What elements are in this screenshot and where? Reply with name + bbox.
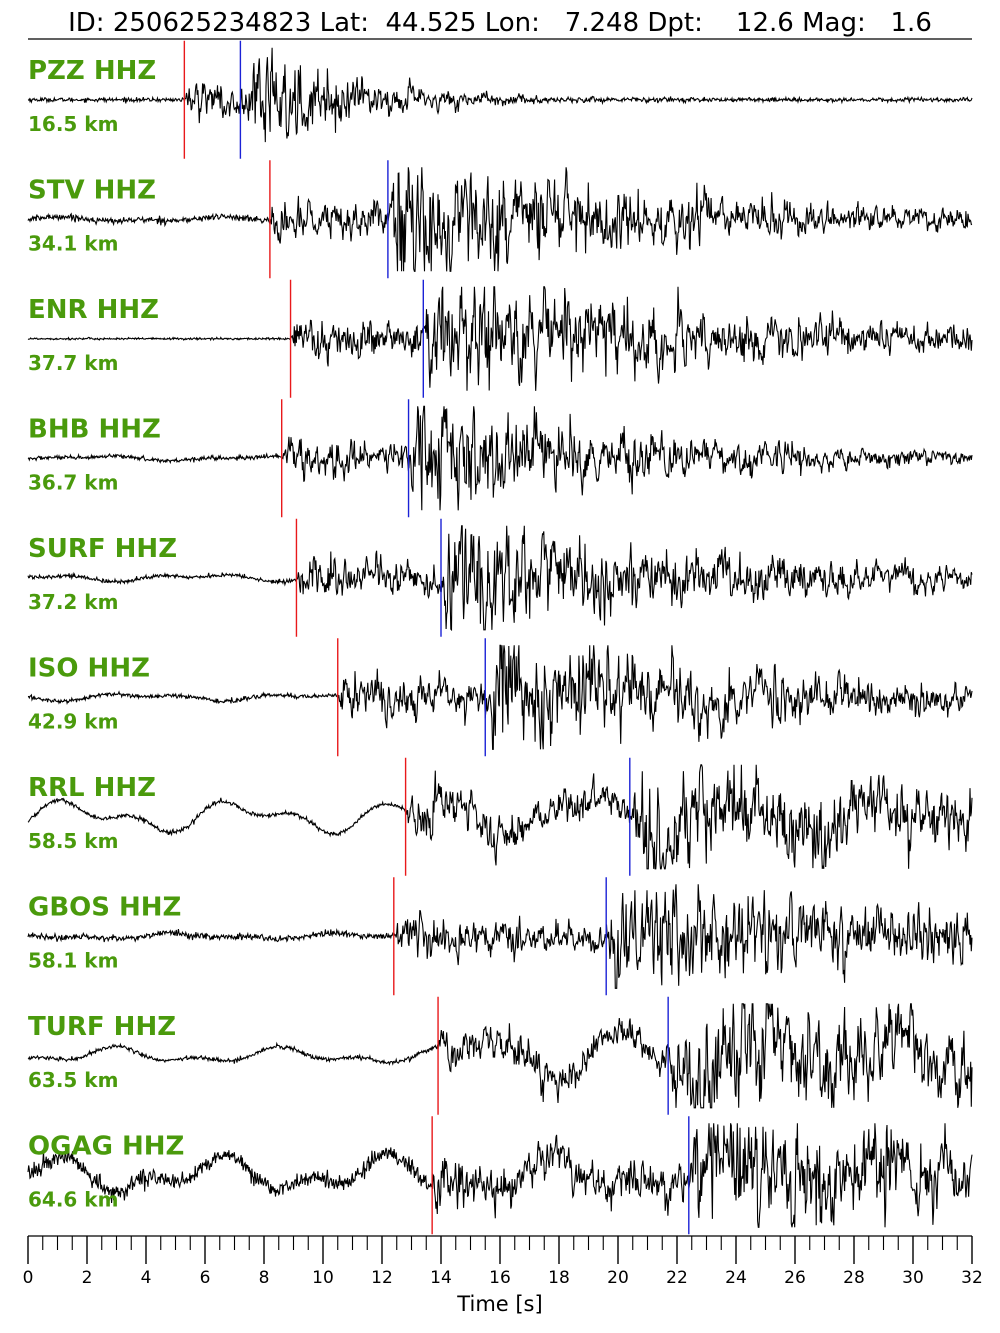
x-axis-label: Time [s] bbox=[456, 1292, 542, 1316]
station-label: PZZ HHZ bbox=[28, 56, 156, 86]
trace-gbos: GBOS HHZ 58.1 km bbox=[27, 877, 973, 996]
distance-label: 16.5 km bbox=[28, 112, 118, 136]
x-tick-label: 32 bbox=[961, 1268, 983, 1288]
x-tick-label: 16 bbox=[489, 1268, 511, 1288]
waveform-iso bbox=[27, 644, 973, 750]
waveform-stv bbox=[27, 167, 973, 272]
x-tick-label: 30 bbox=[902, 1268, 924, 1288]
waveform-pzz bbox=[27, 47, 973, 143]
trace-iso: ISO HHZ 42.9 km bbox=[27, 638, 973, 757]
waveform-rrl bbox=[27, 764, 973, 870]
station-label: ISO HHZ bbox=[28, 653, 150, 683]
station-label: SURF HHZ bbox=[28, 534, 177, 564]
station-label: GBOS HHZ bbox=[28, 892, 181, 922]
waveform-turf bbox=[27, 1003, 973, 1109]
x-tick-label: 8 bbox=[259, 1268, 270, 1288]
station-label: ENR HHZ bbox=[28, 295, 159, 325]
trace-enr: ENR HHZ 37.7 km bbox=[27, 279, 973, 398]
waveform-surf bbox=[27, 525, 973, 632]
trace-stv: STV HHZ 34.1 km bbox=[27, 160, 973, 279]
x-tick-label: 24 bbox=[725, 1268, 747, 1288]
distance-label: 64.6 km bbox=[28, 1187, 118, 1211]
trace-rrl: RRL HHZ 58.5 km bbox=[27, 757, 973, 876]
waveform-bhb bbox=[27, 405, 973, 511]
distance-label: 58.1 km bbox=[28, 948, 118, 972]
x-tick-label: 22 bbox=[666, 1268, 688, 1288]
trace-surf: SURF HHZ 37.2 km bbox=[27, 518, 973, 637]
x-tick-label: 0 bbox=[23, 1268, 34, 1288]
x-tick-label: 20 bbox=[607, 1268, 629, 1288]
distance-label: 37.7 km bbox=[28, 351, 118, 375]
traces-layer: PZZ HHZ 16.5 km STV HHZ 34.1 km ENR HHZ 37.7 … bbox=[27, 40, 973, 1235]
station-label: STV HHZ bbox=[28, 175, 156, 205]
x-tick-label: 26 bbox=[784, 1268, 806, 1288]
trace-bhb: BHB HHZ 36.7 km bbox=[27, 399, 973, 518]
waveform-ogag bbox=[27, 1123, 973, 1228]
trace-turf: TURF HHZ 63.5 km bbox=[27, 996, 973, 1115]
waveform-gbos bbox=[27, 884, 973, 989]
chart-title: ID: 250625234823 Lat: 44.525 Lon: 7.248 … bbox=[68, 8, 932, 38]
trace-ogag: OGAG HHZ 64.6 km bbox=[27, 1116, 973, 1235]
x-tick-label: 18 bbox=[548, 1268, 570, 1288]
station-label: OGAG HHZ bbox=[28, 1131, 184, 1161]
distance-label: 37.2 km bbox=[28, 590, 118, 614]
x-tick-label: 6 bbox=[200, 1268, 211, 1288]
x-tick-label: 28 bbox=[843, 1268, 865, 1288]
distance-label: 34.1 km bbox=[28, 231, 118, 255]
station-label: RRL HHZ bbox=[28, 773, 156, 803]
station-label: TURF HHZ bbox=[28, 1012, 176, 1042]
x-tick-label: 2 bbox=[82, 1268, 93, 1288]
time-axis: 0 2 4 6 8 10 12 14 16 18 20 22 24 26 28 30 32 bbox=[23, 1235, 983, 1288]
x-tick-label: 4 bbox=[141, 1268, 152, 1288]
distance-label: 58.5 km bbox=[28, 829, 118, 853]
trace-pzz: PZZ HHZ 16.5 km bbox=[27, 40, 973, 159]
station-label: BHB HHZ bbox=[28, 414, 161, 444]
x-tick-label: 14 bbox=[430, 1268, 452, 1288]
x-tick-label: 12 bbox=[371, 1268, 393, 1288]
distance-label: 63.5 km bbox=[28, 1068, 118, 1092]
waveform-enr bbox=[27, 286, 973, 391]
x-tick-label: 10 bbox=[312, 1268, 334, 1288]
distance-label: 36.7 km bbox=[28, 470, 118, 494]
distance-label: 42.9 km bbox=[28, 709, 118, 733]
